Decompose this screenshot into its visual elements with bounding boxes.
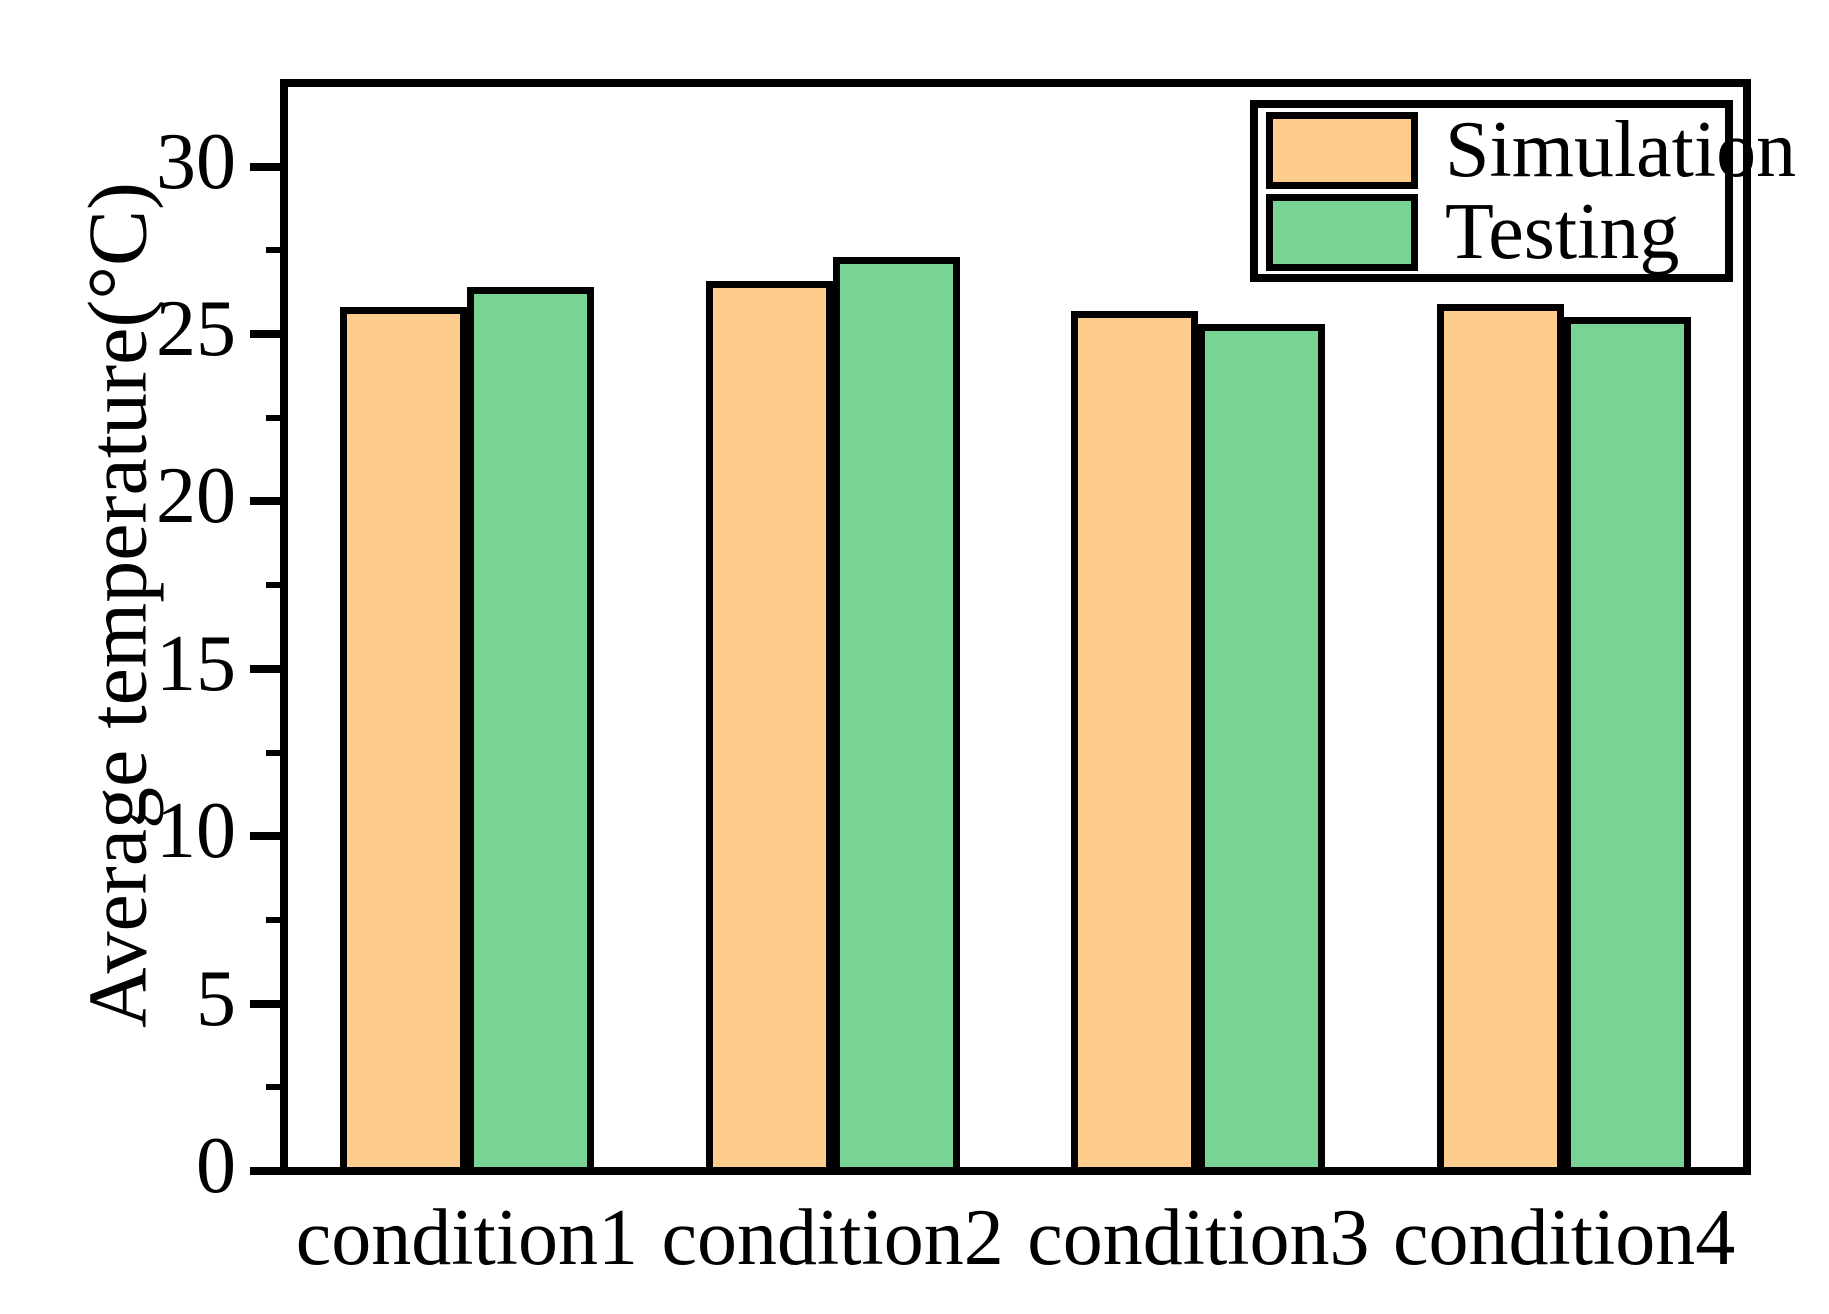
legend: Simulation Testing: [1250, 100, 1796, 282]
y-axis-major-tick: [250, 162, 288, 171]
legend-item-testing: Testing: [1266, 192, 1725, 272]
y-axis-minor-tick: [266, 916, 288, 923]
y-axis-major-tick: [250, 497, 288, 506]
bar-testing-condition3: [1198, 324, 1326, 1175]
y-axis-major-tick: [250, 999, 288, 1008]
y-axis-minor-tick: [266, 1084, 288, 1091]
bar-simulation-condition1: [339, 307, 467, 1175]
x-tick-label-condition4: condition4: [1393, 1194, 1736, 1282]
bar-testing-condition4: [1564, 317, 1692, 1175]
legend-swatch-simulation: [1266, 111, 1418, 189]
y-axis-major-tick: [250, 1167, 288, 1175]
y-tick-label: 25: [156, 285, 236, 374]
y-axis-minor-tick: [266, 582, 288, 589]
y-axis-minor-tick: [266, 414, 288, 421]
x-tick-label-condition2: condition2: [661, 1194, 1004, 1282]
bar-simulation-condition3: [1071, 310, 1199, 1175]
x-tick-label-condition1: condition1: [295, 1194, 638, 1282]
y-axis-minor-tick: [266, 247, 288, 254]
y-tick-label: 20: [156, 452, 236, 541]
bar-testing-condition1: [466, 287, 594, 1175]
legend-item-simulation: Simulation: [1266, 110, 1796, 190]
legend-label: Simulation: [1445, 106, 1797, 194]
y-tick-label: 30: [156, 117, 236, 206]
y-tick-label: 0: [196, 1122, 236, 1210]
y-tick-label: 5: [196, 954, 236, 1043]
y-axis-major-tick: [250, 330, 288, 339]
legend-label: Testing: [1445, 188, 1680, 276]
y-axis-major-tick: [250, 664, 288, 673]
legend-swatch-testing: [1266, 193, 1418, 271]
plot-area: [280, 79, 1751, 1175]
y-tick-label: 15: [156, 619, 236, 708]
y-axis-minor-tick: [266, 749, 288, 756]
bar-simulation-condition4: [1437, 303, 1565, 1175]
y-tick-label: 10: [156, 787, 236, 876]
y-axis-major-tick: [250, 832, 288, 841]
x-tick-label-condition3: condition3: [1027, 1194, 1370, 1282]
bar-testing-condition2: [832, 257, 960, 1175]
